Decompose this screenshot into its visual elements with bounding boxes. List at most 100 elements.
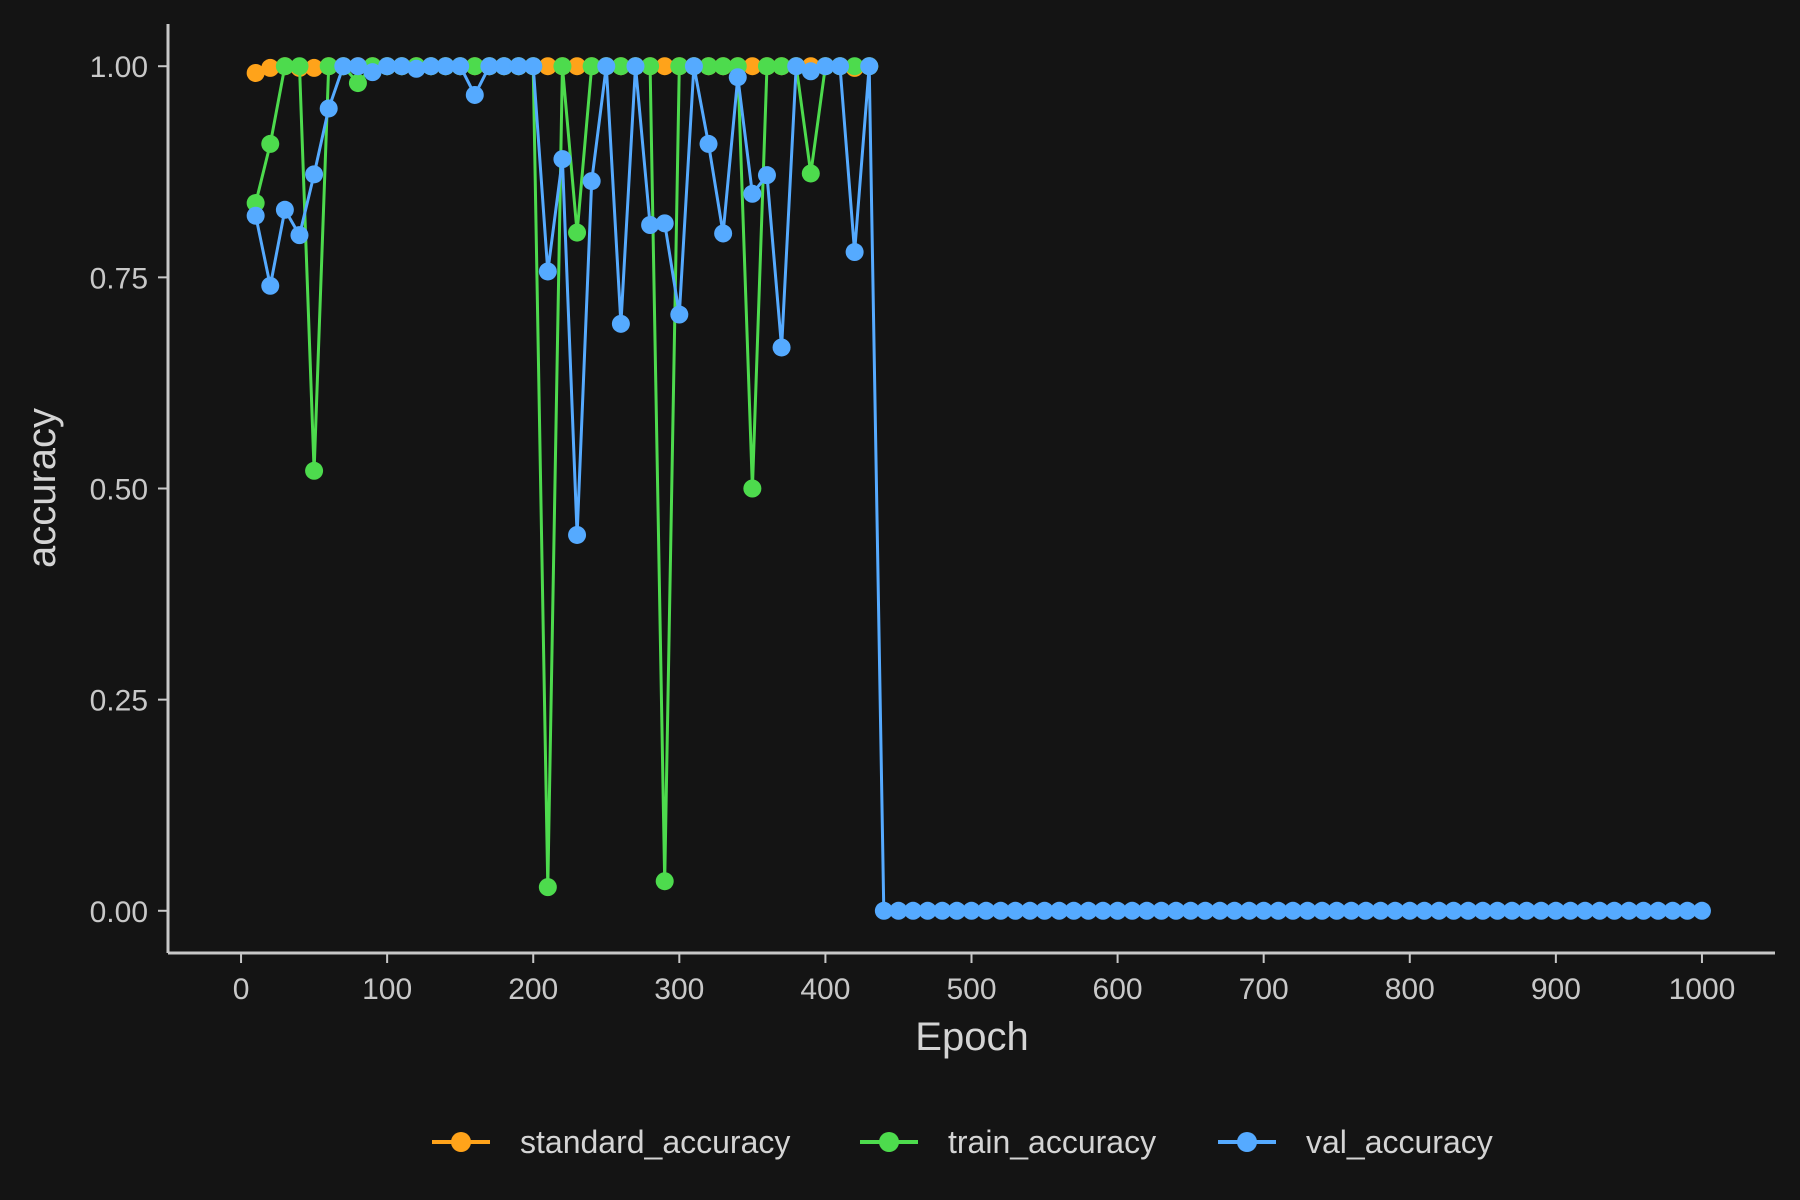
data-point-val_accuracy — [509, 57, 528, 76]
data-point-train_accuracy — [246, 194, 265, 213]
legend-item-train_accuracy: train_accuracy — [860, 1124, 1156, 1160]
data-point-val_accuracy — [261, 276, 280, 295]
data-point-standard_accuracy — [743, 57, 762, 76]
data-point-val_accuracy — [1371, 901, 1390, 920]
data-point-val_accuracy — [1298, 901, 1317, 920]
data-point-val_accuracy — [670, 305, 689, 324]
data-point-train_accuracy — [670, 57, 689, 76]
data-point-val_accuracy — [1517, 901, 1536, 920]
data-point-train_accuracy — [772, 57, 791, 76]
data-point-val_accuracy — [378, 57, 397, 76]
data-point-val_accuracy — [1196, 901, 1215, 920]
data-point-val_accuracy — [831, 57, 850, 76]
y-tick-label: 0.00 — [90, 896, 148, 929]
legend-key-marker — [451, 1132, 471, 1152]
data-point-val_accuracy — [1269, 901, 1288, 920]
data-point-val_accuracy — [1576, 901, 1595, 920]
x-tick-label: 1000 — [1669, 973, 1736, 1006]
data-point-val_accuracy — [1532, 901, 1551, 920]
data-point-train_accuracy — [568, 223, 587, 242]
data-point-val_accuracy — [348, 57, 367, 76]
data-point-train_accuracy — [553, 57, 572, 76]
x-tick-label: 600 — [1093, 973, 1143, 1006]
data-point-val_accuracy — [860, 57, 879, 76]
data-point-val_accuracy — [1079, 901, 1098, 920]
data-point-standard_accuracy — [246, 63, 265, 82]
data-point-val_accuracy — [801, 62, 820, 81]
data-point-val_accuracy — [1546, 901, 1565, 920]
data-point-val_accuracy — [275, 200, 294, 219]
data-point-val_accuracy — [436, 57, 455, 76]
data-point-val_accuracy — [1225, 901, 1244, 920]
data-point-val_accuracy — [699, 134, 718, 153]
data-point-train_accuracy — [611, 57, 630, 76]
y-tick-label: 0.50 — [90, 474, 148, 507]
data-point-val_accuracy — [1459, 901, 1478, 920]
x-tick-label: 300 — [654, 973, 704, 1006]
series-val_accuracy — [246, 57, 1711, 920]
data-point-standard_accuracy — [261, 58, 280, 77]
legend-label: standard_accuracy — [520, 1124, 790, 1160]
data-point-val_accuracy — [947, 901, 966, 920]
legend: standard_accuracy train_accuracy val_accur… — [432, 1124, 1493, 1160]
data-point-val_accuracy — [495, 57, 514, 76]
data-point-val_accuracy — [392, 57, 411, 76]
legend-key-marker — [1237, 1132, 1257, 1152]
data-point-train_accuracy — [699, 57, 718, 76]
data-point-val_accuracy — [568, 525, 587, 544]
data-point-val_accuracy — [319, 99, 338, 118]
data-point-val_accuracy — [407, 59, 426, 78]
legend-label: train_accuracy — [948, 1124, 1156, 1160]
data-point-train_accuracy — [582, 57, 601, 76]
data-point-train_accuracy — [801, 164, 820, 183]
plot-area — [246, 57, 1711, 920]
data-point-val_accuracy — [933, 901, 952, 920]
data-point-val_accuracy — [904, 901, 923, 920]
data-point-val_accuracy — [874, 901, 893, 920]
data-point-val_accuracy — [1605, 901, 1624, 920]
x-tick-label: 800 — [1385, 973, 1435, 1006]
data-point-val_accuracy — [305, 165, 324, 184]
data-point-val_accuracy — [1356, 901, 1375, 920]
data-point-val_accuracy — [1663, 901, 1682, 920]
data-point-val_accuracy — [246, 206, 265, 225]
data-point-val_accuracy — [757, 166, 776, 185]
data-point-val_accuracy — [421, 57, 440, 76]
data-point-val_accuracy — [991, 901, 1010, 920]
data-point-val_accuracy — [1210, 901, 1229, 920]
data-point-standard_accuracy — [568, 57, 587, 76]
data-point-val_accuracy — [1342, 901, 1361, 920]
data-point-val_accuracy — [1415, 901, 1434, 920]
data-point-val_accuracy — [1240, 901, 1259, 920]
data-point-val_accuracy — [1064, 901, 1083, 920]
x-axis-title: Epoch — [915, 1015, 1028, 1059]
data-point-train_accuracy — [305, 461, 324, 480]
data-point-train_accuracy — [348, 74, 367, 93]
data-point-val_accuracy — [655, 214, 674, 233]
data-point-val_accuracy — [728, 68, 747, 87]
x-tick-label: 0 — [233, 973, 250, 1006]
data-point-val_accuracy — [1283, 901, 1302, 920]
data-point-val_accuracy — [538, 262, 557, 281]
x-tick-label: 200 — [508, 973, 558, 1006]
axes: 0 100 200 300 400 500 600 700 800 900 1000 0.00 0.25… — [90, 24, 1775, 1006]
data-point-standard_accuracy — [538, 57, 557, 76]
data-point-train_accuracy — [275, 57, 294, 76]
legend-label: val_accuracy — [1306, 1124, 1493, 1160]
data-point-standard_accuracy — [305, 58, 324, 77]
data-point-val_accuracy — [1444, 901, 1463, 920]
data-point-val_accuracy — [743, 184, 762, 203]
data-point-val_accuracy — [363, 63, 382, 82]
data-point-val_accuracy — [1649, 901, 1668, 920]
data-point-val_accuracy — [465, 85, 484, 104]
data-point-val_accuracy — [1488, 901, 1507, 920]
data-point-val_accuracy — [1108, 901, 1127, 920]
data-point-train_accuracy — [641, 57, 660, 76]
data-point-val_accuracy — [1503, 901, 1522, 920]
data-point-train_accuracy — [743, 479, 762, 498]
data-point-val_accuracy — [582, 172, 601, 191]
x-tick-label: 500 — [946, 973, 996, 1006]
data-point-val_accuracy — [1035, 901, 1054, 920]
data-point-val_accuracy — [1400, 901, 1419, 920]
